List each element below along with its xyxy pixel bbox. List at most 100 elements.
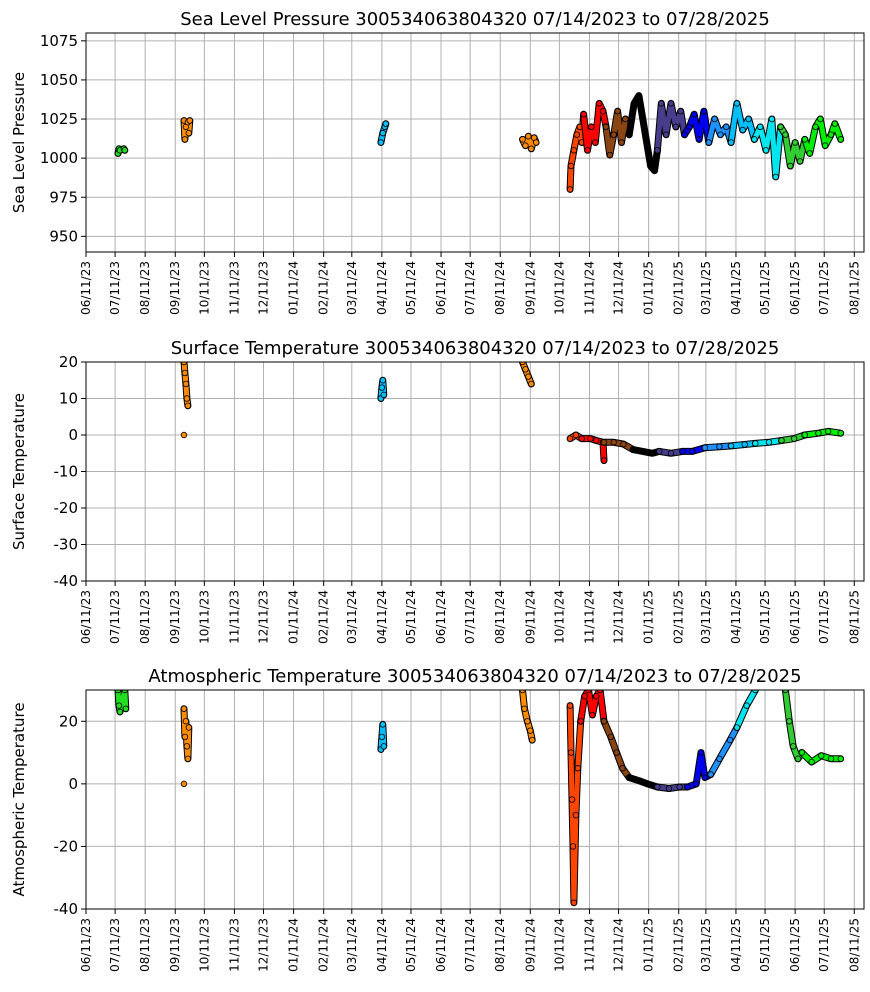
data-point	[837, 136, 844, 143]
data-point	[644, 780, 651, 788]
data-point	[181, 369, 189, 377]
x-tick-label: 02/11/25	[672, 261, 686, 315]
data-point	[701, 444, 709, 451]
x-tick-label: 07/11/23	[108, 918, 122, 972]
data-point	[626, 131, 633, 138]
data-point	[827, 755, 835, 763]
data-point	[743, 702, 750, 709]
x-tick-label: 04/11/25	[729, 261, 743, 315]
data-point	[778, 437, 785, 444]
data-point	[618, 139, 625, 146]
x-tick-label: 06/11/24	[434, 261, 448, 315]
y-tick-label: 1075	[40, 32, 78, 50]
data-point	[378, 733, 386, 741]
x-tick-label: 09/11/23	[168, 918, 182, 972]
y-tick-label: 1000	[40, 149, 78, 167]
data-point	[606, 151, 614, 159]
data-point	[587, 435, 594, 442]
data-point	[726, 736, 734, 744]
data-point	[786, 718, 793, 725]
data-point	[794, 755, 802, 763]
data-point	[647, 162, 654, 170]
x-tick-label: 03/11/25	[699, 261, 713, 315]
data-point	[525, 373, 532, 380]
x-tick-label: 05/11/24	[404, 261, 418, 315]
x-tick-label: 11/11/24	[582, 261, 596, 315]
x-tick-label: 10/11/23	[197, 261, 211, 315]
x-tick-label: 02/11/24	[317, 918, 331, 972]
data-point	[379, 129, 387, 137]
data-point	[782, 131, 789, 138]
x-tick-label: 12/11/23	[257, 918, 271, 972]
data-point	[569, 843, 577, 850]
chart-title: Sea Level Pressure 300534063804320 07/14…	[180, 9, 770, 30]
data-point	[818, 752, 825, 759]
series-line	[654, 784, 690, 791]
data-point	[791, 139, 799, 146]
x-tick-label: 03/11/25	[699, 590, 713, 644]
data-point	[581, 693, 588, 700]
x-tick-label: 09/11/24	[523, 261, 537, 315]
x-tick-label: 01/11/25	[642, 261, 656, 315]
x-tick-label: 01/11/25	[642, 918, 656, 972]
data-point	[525, 133, 532, 140]
data-point	[584, 147, 591, 154]
data-layer	[114, 92, 845, 193]
data-point	[651, 167, 658, 174]
data-point	[662, 131, 670, 138]
data-point	[681, 131, 688, 138]
data-point	[757, 123, 764, 131]
data-point	[566, 186, 574, 193]
data-point	[739, 126, 746, 134]
data-point	[528, 145, 535, 152]
x-tick-label: 04/11/24	[375, 590, 389, 644]
x-tick-label: 07/11/23	[108, 261, 122, 315]
data-point	[600, 718, 608, 725]
data-point	[629, 446, 637, 453]
data-point	[837, 755, 844, 763]
data-point	[837, 429, 844, 437]
data-point	[705, 139, 712, 146]
data-point	[610, 439, 617, 446]
x-tick-label: 09/11/23	[168, 261, 182, 315]
x-tick-label: 11/11/24	[582, 918, 596, 972]
data-point	[567, 162, 575, 170]
data-point	[566, 702, 574, 709]
data-point	[614, 108, 621, 115]
data-point	[689, 448, 696, 455]
x-tick-label: 03/11/25	[699, 918, 713, 972]
data-point	[727, 139, 735, 146]
x-tick-label: 08/11/23	[138, 918, 152, 972]
x-tick-label: 04/11/25	[729, 918, 743, 972]
series-line	[706, 116, 734, 145]
x-tick-label: 09/11/23	[168, 590, 182, 644]
data-point	[573, 131, 581, 138]
x-tick-label: 01/11/24	[287, 918, 301, 972]
data-point	[116, 708, 124, 716]
x-tick-label: 08/11/24	[493, 918, 507, 972]
data-point	[599, 108, 607, 115]
data-point	[790, 435, 798, 442]
x-tick-label: 06/11/23	[79, 261, 93, 315]
data-point	[700, 108, 708, 115]
series-line	[708, 725, 740, 777]
data-point	[831, 120, 839, 127]
data-point	[186, 117, 193, 124]
data-point	[692, 780, 700, 788]
data-point	[630, 100, 638, 107]
data-point	[379, 377, 387, 384]
data-point	[701, 774, 709, 781]
x-tick-label: 07/11/24	[463, 261, 477, 315]
data-point	[578, 435, 585, 442]
data-point	[619, 765, 626, 772]
data-point	[182, 718, 190, 725]
data-point	[577, 718, 584, 725]
data-point	[602, 123, 610, 131]
x-tick-label: 05/11/25	[758, 590, 772, 644]
data-point	[768, 115, 776, 123]
y-axis-label: Sea Level Pressure	[10, 72, 28, 213]
x-tick-label: 04/11/25	[729, 590, 743, 644]
data-point	[521, 705, 528, 712]
data-point	[610, 131, 617, 138]
